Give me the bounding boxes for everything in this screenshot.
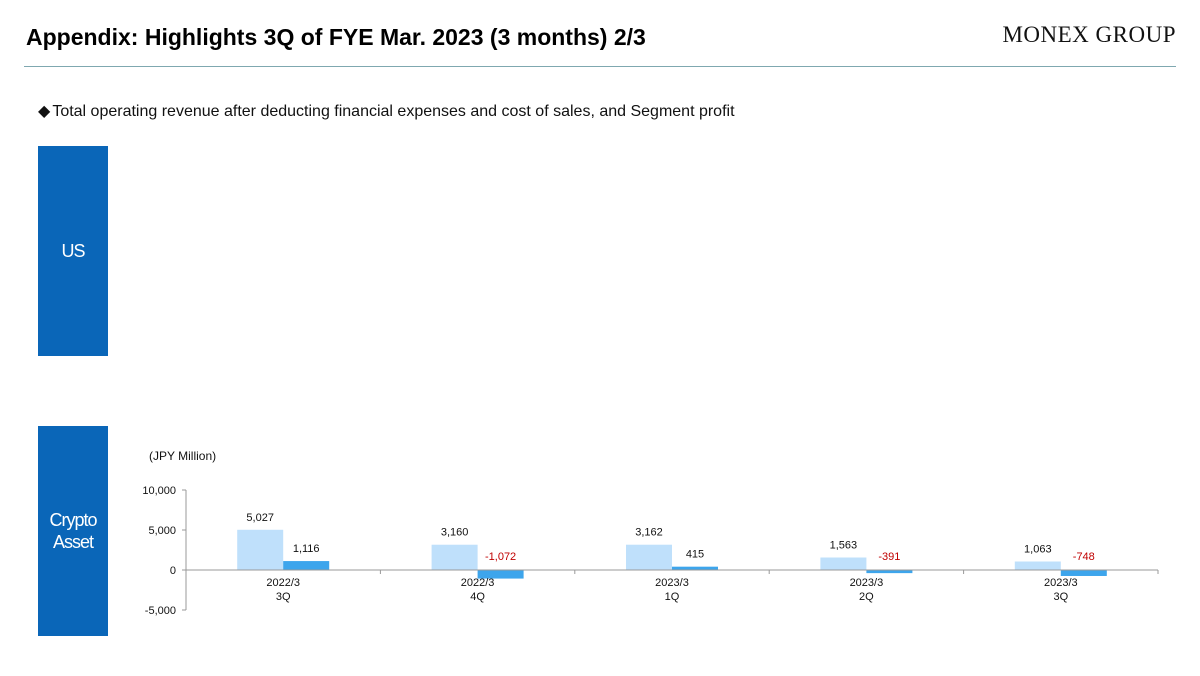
y-tick-label: -5,000 <box>145 605 176 617</box>
bar-revenue <box>820 557 867 570</box>
bar-segment-profit <box>672 566 718 570</box>
segment-label-us-text: US <box>61 241 85 261</box>
chart-unit-label: (JPY Million) <box>149 449 216 463</box>
monex-group-logo: MONEX GROUP <box>1002 22 1176 47</box>
bar-segment-profit <box>283 561 330 570</box>
category-label-year: 2023/3 <box>1044 577 1078 589</box>
data-label-revenue: 3,160 <box>441 527 469 539</box>
segment-label-us: US <box>38 146 108 356</box>
y-tick-label: 5,000 <box>148 525 176 537</box>
bar-segment-profit <box>1060 570 1107 576</box>
header-divider <box>24 66 1176 67</box>
data-label-segment-profit: 415 <box>686 549 704 561</box>
data-label-revenue: 3,162 <box>635 527 663 539</box>
y-tick-label: 0 <box>170 565 176 577</box>
section-subtitle: ◆ Total operating revenue after deducting… <box>38 101 735 121</box>
segment-label-crypto-line1: Crypto <box>49 510 97 530</box>
category-label-year: 2022/3 <box>266 577 300 589</box>
bar-revenue <box>237 529 284 570</box>
segment-label-crypto-asset: Crypto Asset <box>38 426 108 636</box>
segment-label-crypto-line2: Asset <box>52 532 94 552</box>
bar-revenue <box>431 544 478 570</box>
category-label-quarter: 3Q <box>276 591 291 603</box>
bar-segment-profit <box>477 570 524 579</box>
y-tick-label: 10,000 <box>142 485 176 497</box>
data-label-segment-profit: -748 <box>1073 551 1095 563</box>
category-label-quarter: 1Q <box>665 591 680 603</box>
category-label-year: 2022/3 <box>461 577 495 589</box>
page-title: Appendix: Highlights 3Q of FYE Mar. 2023… <box>26 24 646 50</box>
category-label-year: 2023/3 <box>850 577 884 589</box>
crypto-asset-bar-chart: (JPY Million) -5,000 0 5,000 10,000 5,027 1,1… <box>142 449 1159 617</box>
data-label-segment-profit: -1,072 <box>485 551 516 563</box>
data-label-segment-profit: 1,116 <box>293 543 320 555</box>
subtitle-text: Total operating revenue after deducting … <box>52 103 735 120</box>
category-label-year: 2023/3 <box>655 577 689 589</box>
category-label-quarter: 3Q <box>1053 591 1068 603</box>
bar-segment-profit <box>866 570 913 574</box>
data-label-revenue: 5,027 <box>246 512 274 524</box>
data-label-revenue: 1,063 <box>1024 543 1052 555</box>
bar-revenue <box>626 544 672 570</box>
data-label-revenue: 1,563 <box>830 539 858 551</box>
bar-revenue <box>1014 561 1061 570</box>
diamond-bullet-icon: ◆ <box>38 103 51 120</box>
category-label-quarter: 4Q <box>470 591 485 603</box>
category-label-quarter: 2Q <box>859 591 874 603</box>
data-label-segment-profit: -391 <box>878 551 900 563</box>
